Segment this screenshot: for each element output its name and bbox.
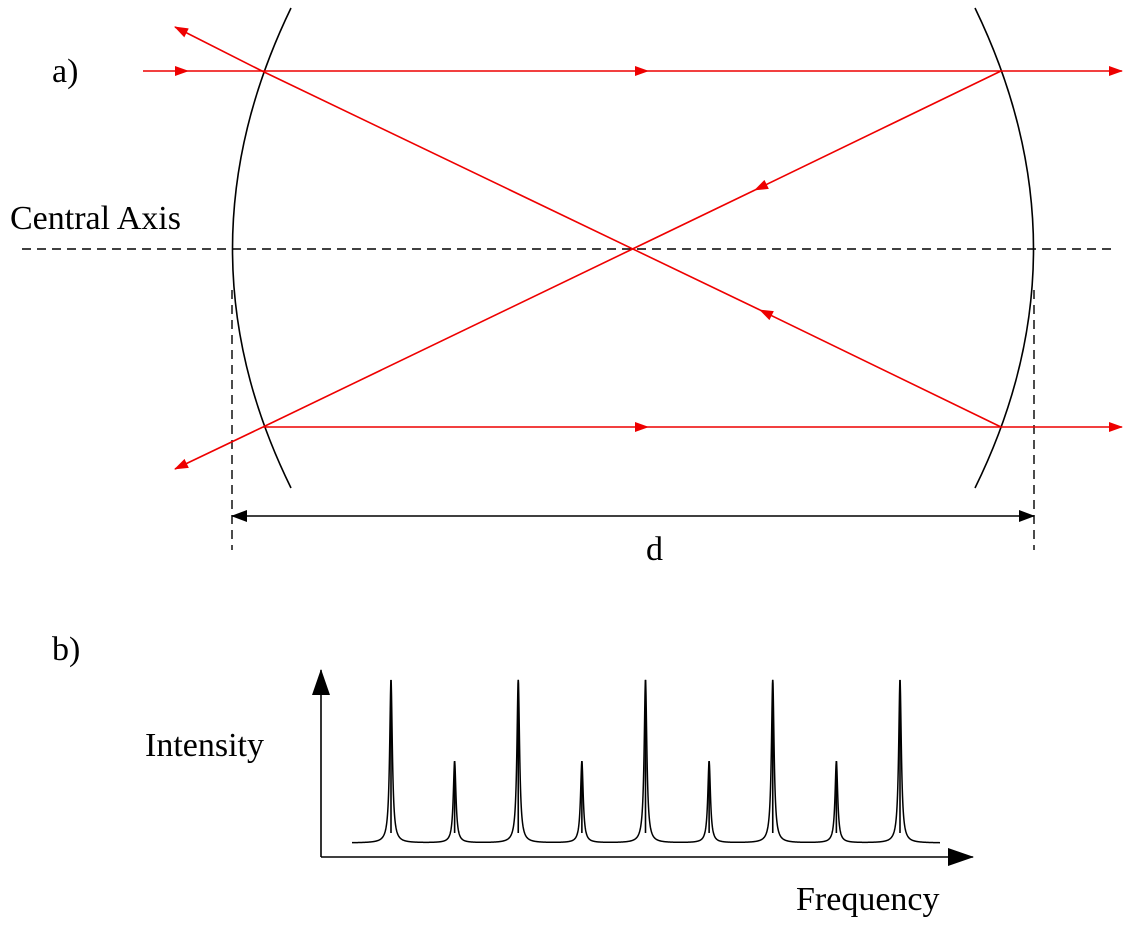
x-axis-label: Frequency	[796, 881, 940, 918]
central-axis-label: Central Axis	[10, 200, 181, 237]
panel-a-label: a)	[52, 53, 78, 90]
ray-upper-left-exit	[174, 26, 263, 72]
ray-diagonal-down-b	[261, 70, 761, 311]
ray-lower-left-exit	[174, 426, 264, 470]
panel-a: a) Central Axis d	[10, 7, 1123, 568]
distance-label: d	[646, 531, 663, 568]
light-rays	[143, 26, 1123, 470]
ray-diagonal-down-a	[759, 309, 1002, 428]
panel-b: b) Intensity Frequency	[52, 631, 974, 918]
panel-b-label: b)	[52, 631, 80, 668]
ray-diagonal-up-b	[262, 189, 756, 428]
spectrum-peaks	[390, 680, 901, 833]
y-axis-label: Intensity	[145, 727, 264, 764]
ray-diagonal-up-a	[754, 70, 1002, 191]
